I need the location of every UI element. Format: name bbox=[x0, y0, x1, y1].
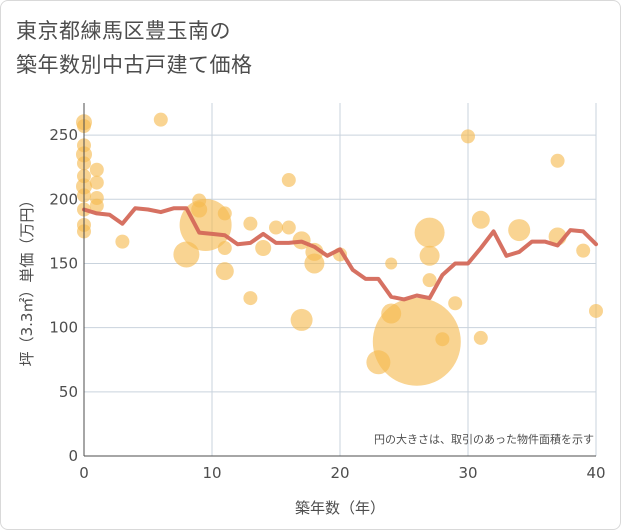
data-bubble bbox=[89, 162, 104, 177]
data-bubble bbox=[281, 220, 296, 235]
trend-polyline bbox=[82, 206, 598, 302]
data-bubble bbox=[153, 112, 168, 127]
data-bubble bbox=[115, 234, 130, 249]
data-bubble bbox=[89, 175, 104, 190]
data-bubble bbox=[461, 129, 475, 144]
data-bubble bbox=[471, 210, 490, 229]
data-bubble bbox=[173, 241, 200, 268]
x-tick-label: 40 bbox=[586, 464, 605, 482]
size-annotation: 円の大きさは、取引のあった物件面積を示す bbox=[374, 432, 594, 446]
data-bubble bbox=[243, 216, 258, 231]
data-bubble bbox=[215, 262, 234, 281]
data-bubble bbox=[269, 220, 283, 235]
data-bubble bbox=[385, 257, 398, 270]
y-tick-label: 150 bbox=[49, 254, 78, 272]
data-bubble bbox=[217, 206, 232, 221]
data-bubble bbox=[290, 308, 313, 331]
data-bubble bbox=[589, 303, 603, 318]
chart-title: 東京都練馬区豊玉南の 築年数別中古戸建て価格 bbox=[16, 14, 253, 82]
y-tick-label: 200 bbox=[49, 190, 78, 208]
y-tick-label: 0 bbox=[68, 447, 78, 465]
data-bubble bbox=[448, 296, 463, 311]
data-bubble bbox=[508, 219, 531, 242]
data-bubble bbox=[550, 153, 565, 168]
chart-title-line1: 東京都練馬区豊玉南の bbox=[16, 19, 231, 43]
x-axis-label: 築年数（年） bbox=[295, 499, 385, 517]
data-bubble bbox=[255, 240, 272, 257]
x-tick-label: 10 bbox=[202, 464, 221, 482]
x-tick-label: 30 bbox=[458, 464, 477, 482]
chart-title-line2: 築年数別中古戸建て価格 bbox=[16, 53, 253, 77]
data-bubble bbox=[419, 245, 440, 266]
data-bubble bbox=[281, 173, 296, 188]
data-bubble bbox=[243, 291, 258, 306]
data-bubble bbox=[473, 330, 488, 345]
data-bubble bbox=[576, 243, 591, 258]
data-bubble bbox=[422, 273, 437, 288]
y-tick-label: 250 bbox=[49, 126, 78, 144]
data-bubble bbox=[372, 297, 461, 386]
trend-line bbox=[82, 206, 598, 302]
data-bubble bbox=[435, 332, 450, 347]
y-axis-label: 坪（3.3㎡）単価（万円） bbox=[18, 193, 36, 367]
data-bubble bbox=[305, 242, 324, 261]
x-tick-label: 0 bbox=[79, 464, 89, 482]
data-bubble bbox=[217, 241, 232, 256]
y-tick-label: 50 bbox=[59, 383, 78, 401]
y-tick-label: 100 bbox=[49, 319, 78, 337]
data-bubble bbox=[414, 217, 445, 248]
data-bubble bbox=[89, 198, 104, 213]
axes: 0 50 100 150 200 250 0 10 20 30 40 bbox=[49, 103, 606, 482]
grid-lines bbox=[84, 103, 597, 456]
x-tick-label: 20 bbox=[330, 464, 349, 482]
